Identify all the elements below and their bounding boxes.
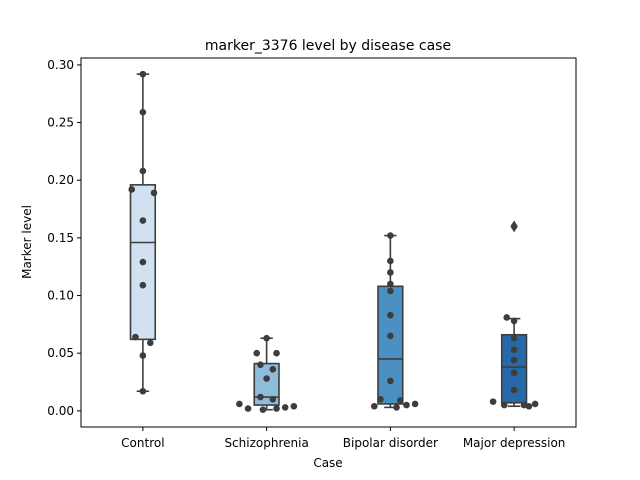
data-point — [387, 257, 394, 265]
data-point — [259, 406, 267, 414]
data-point — [387, 269, 394, 276]
data-point — [525, 402, 533, 410]
data-point — [128, 186, 136, 193]
data-point — [244, 405, 252, 412]
data-point — [387, 287, 394, 295]
data-point — [139, 281, 147, 289]
data-point — [387, 232, 394, 239]
data-point — [510, 334, 518, 342]
data-point — [257, 393, 264, 401]
data-point — [257, 361, 264, 369]
y-tick-label: 0.15 — [47, 231, 74, 245]
data-point — [263, 334, 270, 342]
data-point — [387, 377, 394, 385]
data-point — [281, 404, 289, 411]
data-point — [147, 339, 154, 347]
data-point — [273, 405, 280, 412]
data-point — [503, 314, 511, 321]
data-point — [387, 311, 394, 319]
data-point — [139, 387, 147, 395]
data-point — [510, 346, 518, 354]
data-point — [403, 401, 410, 409]
y-tick-label: 0.25 — [47, 116, 74, 130]
x-tick-label: Bipolar disorder — [343, 436, 438, 450]
data-point — [396, 397, 404, 404]
data-point — [510, 356, 518, 364]
data-point — [269, 366, 277, 373]
y-axis-label: Marker level — [20, 205, 34, 279]
box-control — [129, 73, 157, 393]
data-point — [510, 317, 518, 325]
data-point — [269, 396, 277, 403]
data-point — [139, 217, 147, 224]
data-point — [531, 400, 539, 408]
data-point — [510, 386, 518, 394]
data-point — [236, 400, 243, 408]
data-point — [139, 108, 147, 116]
x-tick-label: Control — [121, 436, 164, 450]
chart-title: marker_3376 level by disease case — [205, 38, 451, 54]
data-point — [139, 258, 147, 266]
data-point — [500, 401, 508, 409]
x-tick-label: Major depression — [463, 436, 566, 450]
data-point — [370, 402, 378, 410]
data-point — [263, 375, 270, 382]
data-point — [139, 352, 147, 359]
plot-area: 0.00 0.05 0.10 0.15 0.20 0.25 0.30 Control Schiz… — [47, 57, 577, 450]
data-point — [377, 396, 384, 403]
x-tick-label: Schizophrenia — [224, 436, 308, 450]
data-point — [139, 70, 147, 78]
data-point — [411, 400, 419, 408]
data-point — [253, 349, 261, 357]
y-tick-label: 0.00 — [47, 404, 74, 418]
data-point — [393, 404, 400, 411]
data-point — [520, 401, 528, 409]
data-point — [139, 167, 147, 175]
data-point — [510, 369, 518, 377]
data-point — [510, 223, 518, 230]
y-tick-label: 0.10 — [47, 289, 74, 303]
box-major-depression — [500, 220, 528, 408]
x-axis-label: Case — [313, 456, 342, 470]
axes-frame — [80, 57, 577, 428]
box-iqr — [377, 285, 404, 405]
data-point — [132, 333, 139, 341]
data-point — [387, 280, 394, 288]
y-tick-label: 0.20 — [47, 173, 74, 187]
data-point — [290, 402, 298, 410]
y-tick-label: 0.05 — [47, 346, 74, 360]
y-tick-label: 0.30 — [47, 58, 74, 72]
data-point — [150, 189, 158, 197]
data-point — [273, 349, 280, 357]
data-point — [387, 332, 394, 340]
data-point — [489, 398, 497, 405]
